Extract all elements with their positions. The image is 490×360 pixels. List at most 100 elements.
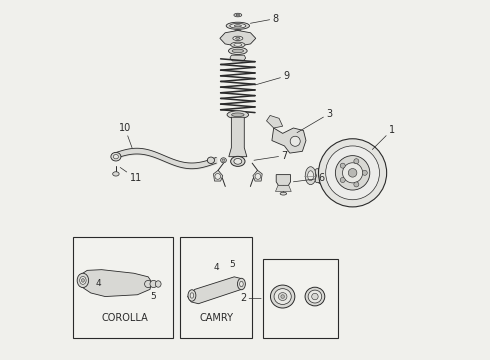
Text: 1: 1 (372, 125, 395, 149)
Polygon shape (253, 170, 262, 181)
Ellipse shape (232, 49, 244, 53)
Ellipse shape (145, 280, 152, 288)
Ellipse shape (190, 293, 194, 298)
Ellipse shape (325, 169, 332, 183)
Polygon shape (315, 166, 328, 185)
Ellipse shape (81, 279, 84, 282)
Polygon shape (267, 116, 283, 128)
Text: 6: 6 (294, 173, 324, 183)
Polygon shape (229, 117, 247, 157)
Circle shape (348, 168, 357, 177)
Text: 10: 10 (119, 123, 132, 148)
Ellipse shape (234, 25, 242, 27)
Circle shape (326, 146, 379, 200)
Polygon shape (80, 270, 152, 297)
Ellipse shape (113, 172, 119, 176)
Ellipse shape (334, 183, 338, 188)
Ellipse shape (369, 186, 373, 191)
Ellipse shape (228, 47, 247, 54)
Bar (263, 259, 338, 338)
Ellipse shape (342, 152, 347, 156)
Ellipse shape (240, 281, 243, 287)
Polygon shape (214, 170, 223, 181)
Text: COROLLA: COROLLA (101, 313, 148, 323)
Ellipse shape (308, 290, 322, 303)
Circle shape (343, 163, 363, 183)
Bar (180, 237, 252, 338)
Ellipse shape (232, 113, 244, 117)
Ellipse shape (375, 165, 378, 171)
Bar (73, 237, 173, 338)
Circle shape (340, 163, 345, 168)
Ellipse shape (347, 171, 353, 181)
Ellipse shape (281, 295, 285, 298)
Ellipse shape (238, 278, 245, 290)
Ellipse shape (80, 276, 86, 284)
Text: 4: 4 (214, 264, 219, 273)
Ellipse shape (349, 173, 351, 179)
Ellipse shape (230, 23, 246, 28)
Ellipse shape (326, 172, 331, 179)
Ellipse shape (77, 273, 89, 288)
Circle shape (354, 159, 359, 164)
Circle shape (340, 177, 345, 183)
Ellipse shape (220, 158, 226, 163)
Ellipse shape (305, 287, 325, 306)
Ellipse shape (188, 290, 196, 301)
Text: 2: 2 (240, 293, 261, 303)
Text: 7: 7 (254, 150, 288, 161)
Ellipse shape (113, 154, 119, 159)
Ellipse shape (359, 152, 365, 156)
Ellipse shape (155, 281, 161, 287)
Circle shape (335, 156, 370, 190)
Text: 9: 9 (255, 71, 289, 85)
Ellipse shape (150, 280, 157, 288)
Ellipse shape (318, 171, 323, 180)
Ellipse shape (340, 170, 346, 182)
Ellipse shape (312, 293, 318, 300)
Ellipse shape (316, 168, 325, 184)
Ellipse shape (234, 30, 242, 34)
Ellipse shape (274, 289, 291, 305)
Circle shape (354, 182, 359, 187)
Ellipse shape (222, 159, 225, 162)
Ellipse shape (233, 36, 243, 41)
Circle shape (318, 139, 387, 207)
Ellipse shape (226, 22, 249, 30)
Circle shape (255, 174, 261, 179)
Ellipse shape (231, 156, 245, 166)
Ellipse shape (280, 192, 287, 195)
Ellipse shape (341, 172, 344, 179)
Text: 11: 11 (120, 167, 142, 183)
Ellipse shape (349, 195, 355, 199)
Ellipse shape (234, 13, 242, 17)
Text: 5: 5 (230, 260, 235, 269)
Ellipse shape (234, 43, 242, 46)
Ellipse shape (349, 192, 355, 195)
Ellipse shape (227, 111, 248, 119)
Circle shape (215, 174, 221, 179)
Ellipse shape (308, 171, 314, 181)
Ellipse shape (331, 165, 334, 171)
Polygon shape (220, 31, 256, 46)
Text: CAMRY: CAMRY (199, 313, 233, 323)
Ellipse shape (290, 136, 300, 146)
Ellipse shape (333, 170, 339, 181)
Ellipse shape (371, 166, 375, 171)
Circle shape (362, 170, 368, 175)
Ellipse shape (231, 42, 245, 48)
Ellipse shape (331, 185, 335, 190)
Text: 4: 4 (95, 279, 101, 288)
Ellipse shape (234, 158, 242, 164)
Text: 8: 8 (250, 14, 278, 24)
Ellipse shape (278, 293, 287, 301)
Ellipse shape (327, 164, 331, 170)
Polygon shape (230, 55, 245, 61)
Ellipse shape (334, 173, 337, 179)
Ellipse shape (236, 37, 240, 39)
Polygon shape (276, 175, 291, 185)
Ellipse shape (340, 149, 345, 153)
Ellipse shape (207, 157, 215, 163)
Text: 5: 5 (151, 292, 156, 301)
Polygon shape (275, 185, 291, 192)
